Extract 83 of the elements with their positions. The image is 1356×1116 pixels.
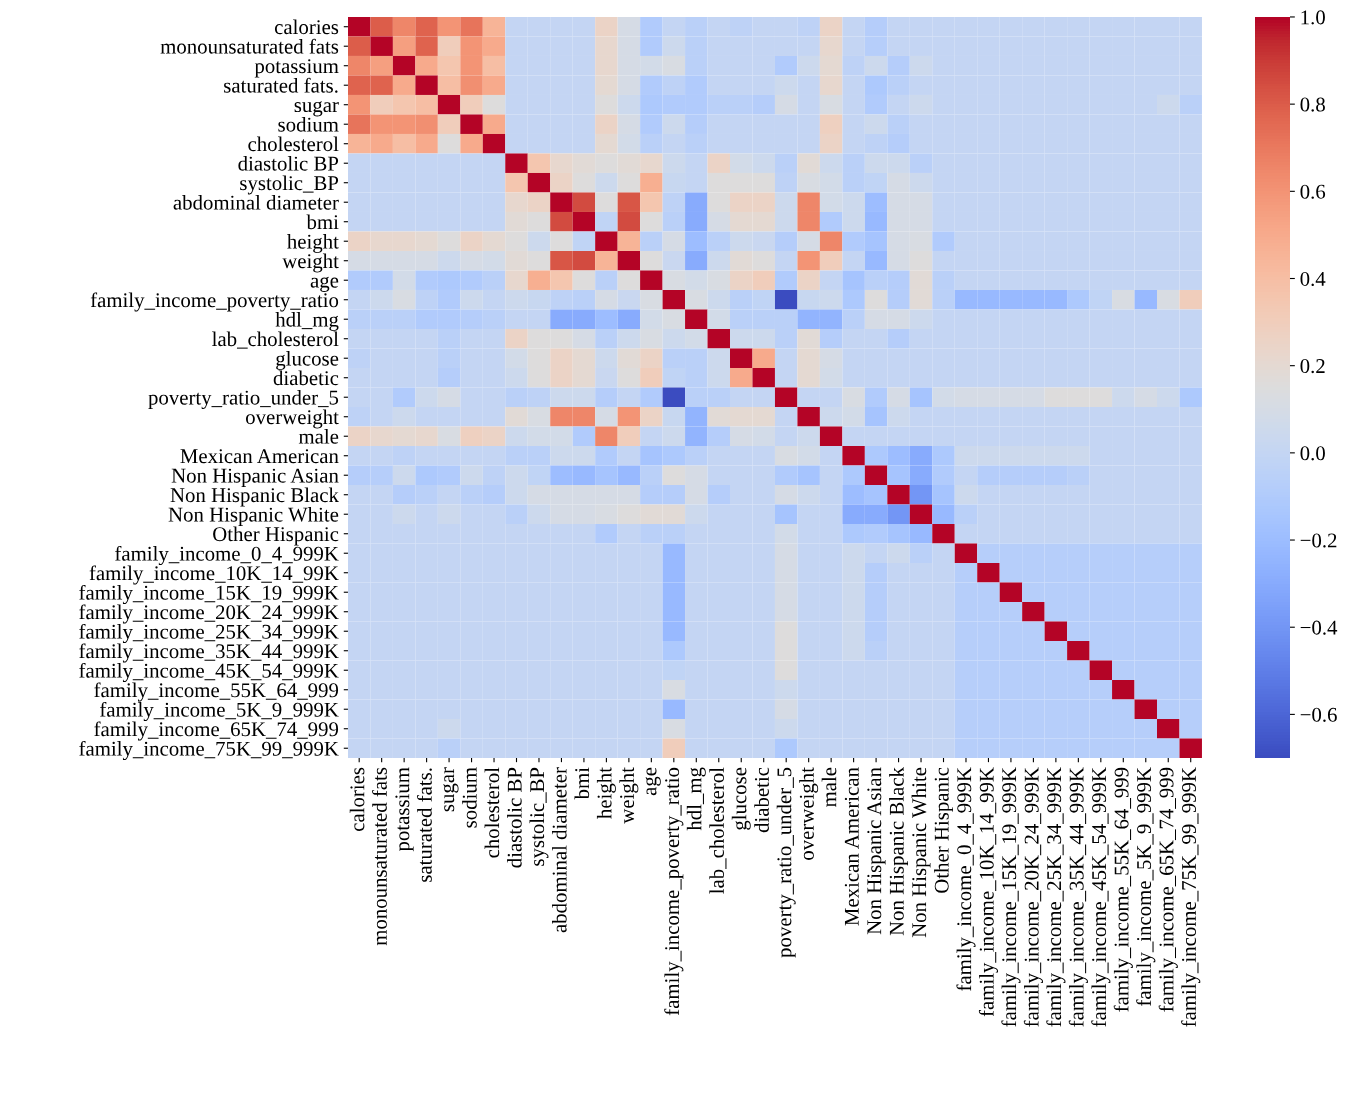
x-tick-label: family_income_10K_14_99K — [978, 767, 999, 1017]
x-tick-label: height — [596, 767, 616, 819]
x-tick-label: Mexican American — [844, 767, 859, 926]
y-tick-label: family_income_65K_74_999 — [94, 721, 339, 741]
y-tick-label: calories — [274, 19, 339, 35]
y-tick-label: age — [310, 276, 339, 292]
x-tick-label: male — [821, 767, 837, 808]
y-tick-label: family_income_0_4_999K — [115, 545, 339, 566]
x-tick-label: family_income_5K_9_999K — [1136, 767, 1156, 1006]
y-tick-label: Mexican American — [180, 449, 339, 464]
color-bar-label: −0.6 — [1300, 707, 1337, 722]
y-tick-label: family_income_poverty_ratio — [90, 292, 339, 312]
color-bar-label: 0.8 — [1300, 97, 1325, 112]
x-tick-label: Non Hispanic Black — [889, 767, 909, 936]
y-tick-label: diabetic — [273, 370, 339, 386]
x-tick-label: family_income_55K_64_999 — [1113, 767, 1133, 1012]
x-tick-label: family_income_35K_44_999K — [1068, 767, 1088, 1027]
color-bar-label: −0.4 — [1300, 620, 1338, 635]
x-tick-label: potassium — [395, 767, 414, 852]
x-tick-label: sodium — [462, 767, 477, 828]
y-tick-label: overweight — [246, 409, 339, 429]
y-tick-label: family_income_15K_19_999K — [79, 584, 339, 605]
x-tick-label: family_income_65K_74_999 — [1158, 767, 1178, 1012]
x-tick-label: bmi — [574, 767, 590, 800]
y-tick-label: hdl_mg — [275, 311, 339, 331]
x-tick-label: glucose — [731, 767, 751, 830]
x-tick-label: weight — [619, 767, 639, 824]
y-tick-label: family_income_35K_44_999K — [79, 643, 339, 663]
x-tick-label: overweight — [799, 767, 819, 860]
y-tick-label: weight — [282, 253, 339, 273]
y-tick-label: cholesterol — [248, 136, 339, 152]
x-tick-label: poverty_ratio_under_5 — [776, 767, 796, 958]
x-tick-label: family_income_0_4_999K — [956, 767, 976, 991]
x-tick-label: diastolic BP — [507, 767, 522, 868]
x-tick-label: abdominal diameter — [552, 767, 567, 933]
y-tick-label: male — [298, 429, 339, 444]
x-tick-label: family_income_15K_19_999K — [1001, 767, 1021, 1027]
y-tick-label: Non Hispanic Asian — [171, 468, 339, 487]
y-tick-label: poverty_ratio_under_5 — [148, 390, 339, 409]
x-tick-label: Other Hispanic — [934, 767, 953, 893]
x-tick-label: cholesterol — [484, 767, 500, 858]
x-tick-label: diabetic — [754, 767, 769, 833]
x-tick-label: family_income_poverty_ratio — [664, 767, 684, 1016]
y-tick-label: sodium — [278, 116, 339, 132]
y-tick-label: potassium — [254, 59, 339, 78]
y-tick-label: Non Hispanic Black — [170, 487, 339, 507]
color-bar-label: 0.2 — [1300, 359, 1325, 374]
y-tick-label: saturated fats. — [224, 77, 338, 93]
x-tick-label: hdl_mg — [686, 767, 706, 831]
y-tick-label: family_income_55K_64_999 — [94, 682, 339, 702]
y-tick-label: systolic_BP — [240, 175, 339, 195]
y-tick-label: Other Hispanic — [213, 526, 339, 546]
y-tick-label: height — [287, 233, 339, 253]
y-tick-label: family_income_75K_99_999K — [79, 740, 339, 761]
y-tick-label: Non Hispanic White — [168, 507, 339, 526]
color-bar-label: 0.0 — [1300, 446, 1325, 461]
y-tick-label: monounsaturated fats — [160, 38, 339, 54]
color-bar-label: 0.4 — [1300, 271, 1326, 287]
color-bar-label: −0.2 — [1300, 533, 1337, 548]
y-tick-label: family_income_10K_14_99K — [89, 565, 339, 585]
y-tick-label: lab_cholesterol — [212, 331, 339, 349]
x-tick-label: age — [645, 767, 661, 796]
y-tick-label: family_income_45K_54_999K — [79, 662, 339, 683]
x-tick-label: Non Hispanic Asian — [867, 767, 886, 935]
x-tick-label: family_income_75K_99_999K — [1181, 767, 1201, 1027]
y-tick-label: abdominal diameter — [173, 194, 339, 210]
x-tick-label: systolic_BP — [529, 767, 549, 866]
y-tick-label: sugar — [294, 101, 339, 117]
y-tick-label: family_income_20K_24_999K — [79, 604, 339, 624]
x-tick-label: lab_cholesterol — [709, 767, 727, 894]
x-tick-label: family_income_20K_24_999K — [1023, 767, 1043, 1027]
y-tick-label: family_income_25K_34_999K — [79, 623, 339, 644]
color-bar-label: 0.6 — [1300, 184, 1326, 199]
x-tick-label: family_income_45K_54_999K — [1091, 767, 1111, 1027]
color-bar-label: 1.0 — [1301, 10, 1325, 25]
x-tick-label: saturated fats. — [416, 768, 432, 882]
x-tick-label: sugar — [443, 767, 459, 812]
y-tick-label: glucose — [276, 351, 339, 370]
y-tick-label: bmi — [306, 214, 339, 230]
x-tick-label: family_income_25K_34_999K — [1046, 767, 1066, 1027]
y-tick-label: diastolic BP — [238, 155, 339, 171]
x-tick-label: Non Hispanic White — [911, 767, 931, 938]
y-tick-label: family_income_5K_9_999K — [100, 701, 339, 722]
